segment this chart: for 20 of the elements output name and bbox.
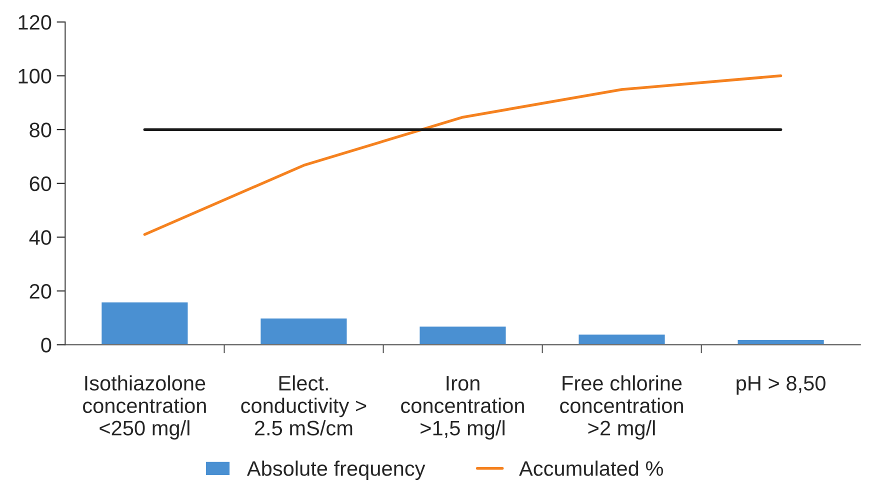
- x-tick-label: pH > 8,50: [736, 376, 826, 395]
- y-tick-label: 80: [30, 122, 52, 138]
- x-tick-label: Iron concentration >1,5 mg/l: [401, 376, 524, 440]
- y-tick-label: 40: [29, 230, 52, 245]
- y-tick-label: 0: [41, 338, 52, 352]
- y-tick-label: 20: [30, 284, 52, 299]
- legend-label: Absolute frequency: [246, 460, 426, 480]
- line-series: [143, 74, 782, 236]
- bar: [736, 338, 826, 345]
- x-tick-label: Elect. conductivity > 2.5 mS/cm: [241, 375, 366, 436]
- bar: [100, 301, 190, 345]
- legend-label: Accumulated %: [519, 460, 664, 476]
- bar: [577, 333, 666, 345]
- x-tick-label: Isothiazolone concentration <250 mg/l: [83, 375, 206, 440]
- bar: [418, 325, 508, 345]
- y-tick-label: 120: [18, 15, 52, 30]
- bar: [259, 317, 348, 345]
- y-tick-label: 100: [18, 68, 52, 84]
- y-tick-label: 60: [30, 176, 52, 192]
- x-tick-label: Free chlorine concentration >2 mg/l: [560, 375, 683, 440]
